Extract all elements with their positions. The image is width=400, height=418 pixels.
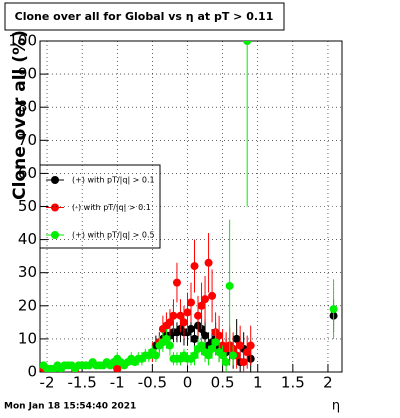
- data-point: [194, 311, 203, 320]
- data-point: [197, 301, 206, 310]
- y-axis-title: Clone over all (%): [10, 30, 30, 200]
- x-tick-label: 0: [183, 374, 193, 392]
- data-point: [215, 331, 224, 340]
- data-point: [197, 341, 206, 350]
- data-point: [183, 308, 192, 317]
- data-point: [229, 351, 238, 360]
- data-point: [204, 258, 213, 267]
- x-tick-label: -1.5: [67, 374, 96, 392]
- data-point: [243, 348, 252, 357]
- y-tick-label: 20: [18, 296, 37, 314]
- x-tick-label: -1: [110, 374, 125, 392]
- chart-title: Clone over all for Global vs η at pT > 0…: [15, 10, 274, 23]
- x-tick-label: 2: [323, 374, 333, 392]
- y-tick-label: 40: [18, 230, 37, 248]
- data-point: [169, 311, 178, 320]
- data-point: [243, 41, 252, 45]
- legend-label: (+) with pT/|q| > 0.1: [72, 176, 155, 185]
- data-point: [165, 341, 174, 350]
- legend-label: (+) with pT/|q| > 0.5: [72, 231, 155, 240]
- data-point: [172, 278, 181, 287]
- y-tick-label: 70: [18, 131, 37, 149]
- title-box: [4, 2, 285, 31]
- data-point: [236, 341, 245, 350]
- data-point: [187, 298, 195, 307]
- data-point: [190, 334, 199, 343]
- data-point: [190, 262, 199, 271]
- y-tick-label: 0: [27, 363, 37, 381]
- x-tick-label: 1: [253, 374, 263, 392]
- data-point: [165, 318, 174, 327]
- data-point: [208, 291, 217, 300]
- data-point: [201, 295, 210, 304]
- data-point: [187, 324, 195, 333]
- plot-area: [40, 41, 338, 372]
- x-axis-title: η: [332, 399, 340, 414]
- y-tick-label: 100: [8, 32, 37, 50]
- data-point: [211, 338, 220, 347]
- legend-marker: [51, 203, 59, 212]
- legend-label: (-) with pT/|q| > 0.1: [72, 203, 151, 212]
- data-point: [201, 331, 210, 340]
- data-point: [204, 351, 213, 360]
- data-point: [113, 364, 122, 372]
- data-point: [208, 344, 217, 353]
- y-tick-label: 60: [18, 164, 37, 182]
- y-tick-label: 90: [18, 65, 37, 83]
- data-point: [246, 341, 255, 350]
- legend-marker: [51, 176, 59, 184]
- timestamp: Mon Jan 18 15:54:40 2021: [4, 402, 136, 412]
- y-tick-label: 10: [18, 329, 37, 347]
- x-tick-label: -2: [40, 374, 55, 392]
- y-tick-label: 80: [18, 98, 37, 116]
- data-point: [179, 318, 188, 327]
- x-tick-label: -0.5: [138, 374, 167, 392]
- y-tick-label: 50: [18, 197, 37, 215]
- x-tick-label: 0.5: [211, 374, 235, 392]
- data-point: [232, 334, 241, 343]
- data-point: [218, 351, 227, 360]
- data-point: [151, 351, 160, 360]
- data-point: [329, 305, 338, 314]
- data-point: [190, 351, 199, 360]
- data-point: [222, 358, 231, 367]
- data-point: [176, 311, 185, 320]
- y-tick-label: 30: [18, 263, 37, 281]
- x-tick-label: 1.5: [281, 374, 305, 392]
- legend-marker: [51, 231, 59, 239]
- data-point: [162, 334, 171, 343]
- data-point: [225, 281, 234, 290]
- data-point: [239, 358, 248, 367]
